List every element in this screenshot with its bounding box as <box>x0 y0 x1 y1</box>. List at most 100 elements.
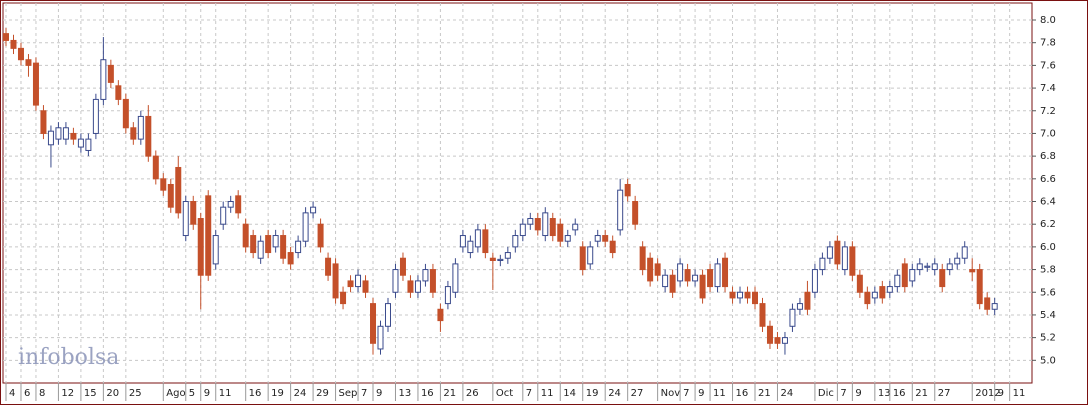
y-tick-label: 6.2 <box>1040 219 1056 230</box>
candle-body <box>916 263 923 271</box>
candle-body <box>265 235 272 254</box>
candle-body <box>587 246 594 265</box>
x-tick-label: 29 <box>316 388 329 399</box>
x-tick-label: 24 <box>608 388 621 399</box>
candle-body <box>789 308 796 327</box>
x-tick-label: 7 <box>361 388 367 399</box>
candle-body <box>864 291 871 305</box>
candle-body <box>422 269 429 282</box>
y-tick-label: 5.0 <box>1040 355 1056 366</box>
candle-body <box>32 62 39 106</box>
candle-body <box>235 195 242 214</box>
x-tick-label: 24 <box>294 388 307 399</box>
candle-body <box>677 263 684 282</box>
candle-body <box>707 269 714 288</box>
x-tick-label: 2012 <box>975 388 1000 399</box>
y-tick-label: 7.2 <box>1040 106 1056 117</box>
candle-body <box>467 240 474 254</box>
y-tick-label: 6.6 <box>1040 174 1056 185</box>
x-tick-label: 6 <box>24 388 30 399</box>
candle-body <box>47 130 54 146</box>
x-tick-label: 16 <box>249 388 262 399</box>
candle-body <box>542 212 549 237</box>
candle-body <box>572 223 579 231</box>
x-tick-label: Ago <box>166 388 185 399</box>
candle-body <box>182 201 189 237</box>
candle-body <box>766 325 773 344</box>
candle-body <box>924 265 931 268</box>
candle-body <box>684 269 691 282</box>
candle-body <box>362 280 369 293</box>
y-tick-label: 7.8 <box>1040 38 1056 49</box>
x-tick-label: Nov <box>661 388 681 399</box>
candle-body <box>392 269 399 293</box>
candle-body <box>452 263 459 293</box>
y-tick-label: 8.0 <box>1040 15 1056 26</box>
candle-body <box>804 291 811 310</box>
candle-body <box>819 257 826 271</box>
x-tick-label: 25 <box>129 388 142 399</box>
candle-body <box>130 127 137 140</box>
candle-body <box>227 201 234 208</box>
x-tick-label: 7 <box>526 388 532 399</box>
candle-body <box>946 263 953 271</box>
candle-body <box>62 127 69 140</box>
candle-body <box>662 274 669 288</box>
candles <box>3 27 998 355</box>
candle-body <box>752 291 758 305</box>
y-tick-label: 7.0 <box>1040 128 1056 139</box>
candle-body <box>287 252 294 265</box>
x-tick-label: 27 <box>631 388 644 399</box>
candle-body <box>145 115 152 157</box>
candle-body <box>17 47 24 61</box>
candle-body <box>579 246 586 271</box>
x-tick-label: 4 <box>9 388 15 399</box>
x-tick-label: 19 <box>271 388 284 399</box>
y-tick-label: 6.8 <box>1040 151 1056 162</box>
candle-body <box>796 303 803 310</box>
candle-body <box>886 286 893 293</box>
candle-body <box>100 59 107 100</box>
candle-body <box>609 240 616 254</box>
x-tick-label: 11 <box>541 388 554 399</box>
candle-body <box>107 64 114 83</box>
x-tick-label: Sep <box>339 388 358 399</box>
candle-body <box>602 235 609 242</box>
candle-body <box>399 257 406 276</box>
x-tick-label: 11 <box>713 388 726 399</box>
candle-body <box>115 85 122 100</box>
candle-body <box>302 212 309 242</box>
candle-body <box>901 263 908 288</box>
candle-body <box>317 223 324 248</box>
x-tick-label: 9 <box>698 388 704 399</box>
candle-body <box>976 269 983 305</box>
candle-body <box>444 286 451 305</box>
candle-body <box>190 201 197 225</box>
x-tick-label: 11 <box>1013 388 1026 399</box>
x-tick-label: Dic <box>818 388 834 399</box>
candle-body <box>729 291 736 299</box>
candle-body <box>70 132 77 140</box>
candle-body <box>332 263 339 299</box>
x-tick-label: 20 <box>106 388 119 399</box>
x-tick-label: 27 <box>938 388 951 399</box>
candle-body <box>220 206 227 225</box>
candle-body <box>699 274 706 299</box>
x-tick-label: 14 <box>563 388 576 399</box>
candle-body <box>377 325 384 350</box>
candle-body <box>437 308 444 322</box>
watermark: infobolsa <box>18 345 119 370</box>
candle-body <box>407 280 414 293</box>
x-tick-label: 9 <box>855 388 861 399</box>
candle-body <box>250 235 257 254</box>
plot-area <box>2 2 1033 384</box>
x-tick-label: 7 <box>840 388 846 399</box>
candle-body <box>272 235 279 248</box>
x-tick-label: 19 <box>586 388 599 399</box>
candle-body <box>639 246 646 271</box>
candle-body <box>632 201 639 225</box>
x-tick-label: 13 <box>878 388 891 399</box>
candle-body <box>205 195 212 276</box>
candle-body <box>594 235 601 242</box>
